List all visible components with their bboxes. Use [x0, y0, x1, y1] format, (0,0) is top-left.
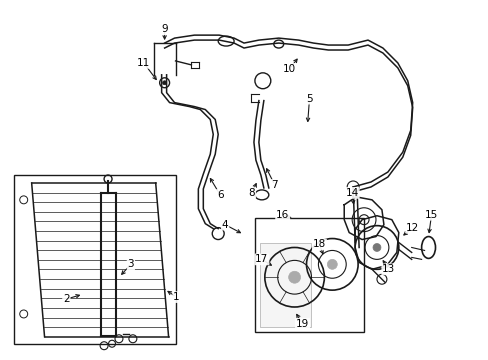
- Bar: [259, 243, 311, 327]
- Text: 8: 8: [248, 188, 255, 198]
- Text: 16: 16: [276, 210, 289, 220]
- Text: 1: 1: [173, 292, 180, 302]
- Text: 5: 5: [305, 94, 312, 104]
- Text: 7: 7: [271, 180, 278, 190]
- Circle shape: [372, 243, 380, 251]
- Text: 14: 14: [345, 188, 358, 198]
- Circle shape: [163, 81, 166, 85]
- Text: 18: 18: [312, 239, 325, 249]
- Text: 3: 3: [127, 259, 134, 269]
- Text: 17: 17: [255, 255, 268, 264]
- Text: 12: 12: [405, 222, 418, 233]
- Text: 15: 15: [424, 210, 437, 220]
- Text: 4: 4: [222, 220, 228, 230]
- Text: 9: 9: [161, 24, 167, 34]
- Text: 11: 11: [137, 58, 150, 68]
- Bar: [254, 218, 364, 332]
- Circle shape: [288, 271, 300, 283]
- Text: 13: 13: [382, 264, 395, 274]
- Circle shape: [326, 260, 337, 269]
- Text: 2: 2: [63, 294, 70, 304]
- Text: 10: 10: [283, 64, 296, 74]
- Bar: [14, 175, 175, 344]
- Text: 6: 6: [217, 190, 223, 200]
- Text: 19: 19: [295, 319, 308, 329]
